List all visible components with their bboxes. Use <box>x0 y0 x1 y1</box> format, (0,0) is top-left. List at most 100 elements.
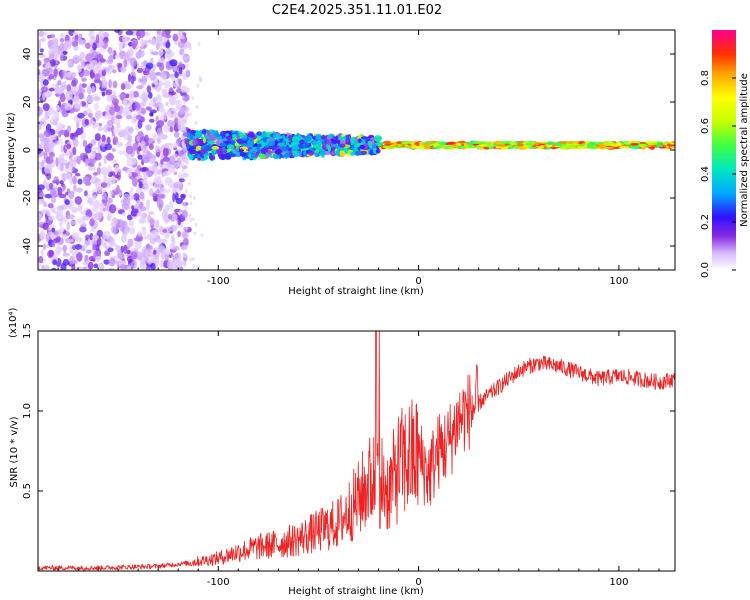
spectrogram-cell <box>127 73 132 83</box>
spectrogram-cell <box>168 165 176 173</box>
spectrogram-cell <box>88 197 94 206</box>
spectrogram-cell <box>47 231 54 237</box>
spectrogram-cell <box>292 144 300 151</box>
spectrogram-cell <box>136 85 144 90</box>
spectrogram-cell <box>42 103 50 112</box>
spectrogram-cell <box>289 151 293 156</box>
spectrogram-cell <box>96 167 101 175</box>
spectrogram-cell <box>76 252 83 262</box>
spectrogram-cell <box>58 138 63 146</box>
spectrogram-cell <box>103 259 110 265</box>
spectrogram-cell <box>483 147 490 150</box>
spectrogram-cell <box>107 127 112 132</box>
spectrogram-cell <box>192 139 198 145</box>
spectrogram-cell <box>188 153 194 160</box>
spectrogram-cell <box>42 222 49 231</box>
spectrogram-cell <box>168 213 173 220</box>
spectrogram-cell <box>169 126 174 133</box>
spectrogram-cell <box>288 144 293 149</box>
spectrogram-cell <box>187 55 191 60</box>
spectrogram-cell <box>103 31 109 38</box>
spectrogram-cell <box>107 247 114 253</box>
spectrogram-cell <box>256 136 262 141</box>
spectrogram-cell <box>187 181 191 186</box>
spectrogram-cell <box>369 149 374 156</box>
spectrogram-cell <box>669 142 675 145</box>
spectrogram-cell <box>89 152 96 159</box>
spectrogram-cell <box>207 140 216 145</box>
spectrogram-cell <box>256 146 261 153</box>
spectrogram-cell <box>208 134 216 141</box>
spectrogram-cell <box>154 145 161 153</box>
spectrogram-cell <box>160 186 165 193</box>
spectrogram-cell <box>151 51 159 56</box>
spectrogram-cell <box>60 144 65 153</box>
spectrogram-cell <box>180 154 188 162</box>
spectrogram-cell <box>623 142 633 145</box>
spectrogram-cell <box>144 74 151 79</box>
spectrogram-cell <box>156 169 163 175</box>
spectrogram-cell <box>54 87 63 95</box>
spectrogram-cell <box>67 125 71 133</box>
spectrogram-cell <box>94 73 101 83</box>
spectrogram-cell <box>90 139 97 146</box>
spectrogram-cell <box>75 91 80 96</box>
snr-x-tick-label: -100 <box>207 577 230 588</box>
spectrogram-x-ticks: -100 0 100 <box>57 30 660 287</box>
spectrogram-cell <box>58 130 67 135</box>
spectrogram-cell <box>81 83 87 88</box>
spectrogram-cell <box>47 226 52 231</box>
spectrogram-cell <box>174 71 179 79</box>
spectrogram-cell <box>433 143 440 146</box>
spectrogram-cell <box>197 150 202 155</box>
spectrogram-cell <box>38 124 42 131</box>
spectrogram-cell <box>268 141 276 146</box>
spectrogram-cell <box>168 109 172 119</box>
spectrogram-cell <box>177 172 183 180</box>
spectrogram-cell <box>185 161 189 166</box>
spectrogram-cell <box>125 145 134 155</box>
spectrogram-cell <box>165 247 170 256</box>
spectrogram-cell <box>140 77 146 87</box>
spectrogram-cell <box>226 135 233 139</box>
spectrogram-cell <box>129 57 137 67</box>
spectrogram-cell <box>53 176 59 182</box>
spectrogram-cell <box>638 144 648 146</box>
spectrogram-cell <box>142 99 147 107</box>
spectrogram-cell <box>175 258 183 268</box>
spectrogram-cell <box>189 133 194 140</box>
spectrogram-cell <box>168 200 174 210</box>
spectrogram-cell <box>104 143 113 151</box>
spectrogram-cell <box>181 168 185 173</box>
spectrogram-cell <box>39 230 46 240</box>
snr-x-ticks: -100 0 100 <box>57 331 660 588</box>
spectrogram-cell <box>79 226 87 233</box>
spectrogram-cell <box>423 146 431 150</box>
spectrogram-cell <box>89 218 95 227</box>
spectrogram-cell <box>563 144 572 148</box>
spectrogram-x-label: Height of straight line (km) <box>288 286 424 297</box>
spectrogram-cell <box>95 255 101 262</box>
spectrogram-cell <box>45 156 54 165</box>
spectrogram-cell <box>52 37 59 44</box>
spectrogram-cell <box>118 94 126 99</box>
spectrogram-cell <box>375 148 381 154</box>
spectrogram-cell <box>211 150 216 157</box>
spectrogram-cell <box>248 137 253 142</box>
spectrogram-cell <box>177 231 182 238</box>
spectrogram-cell <box>478 146 484 150</box>
spectrogram-cell <box>111 132 116 137</box>
spectrogram-cell <box>111 159 117 164</box>
spectrogram-cell <box>103 242 107 248</box>
spectrogram-cell <box>84 118 90 126</box>
spectrogram-cell <box>517 143 524 147</box>
spectrogram-cell <box>43 151 48 160</box>
spectrogram-cell <box>186 63 190 68</box>
spectrogram-cell <box>137 154 143 160</box>
spectrogram-cell <box>114 164 120 173</box>
spectrogram-cell <box>112 255 120 260</box>
spectrogram-cell <box>93 146 100 151</box>
spectrogram-cell <box>173 183 180 189</box>
spectrogram-cell <box>197 157 201 161</box>
spectrogram-cell <box>48 73 55 80</box>
